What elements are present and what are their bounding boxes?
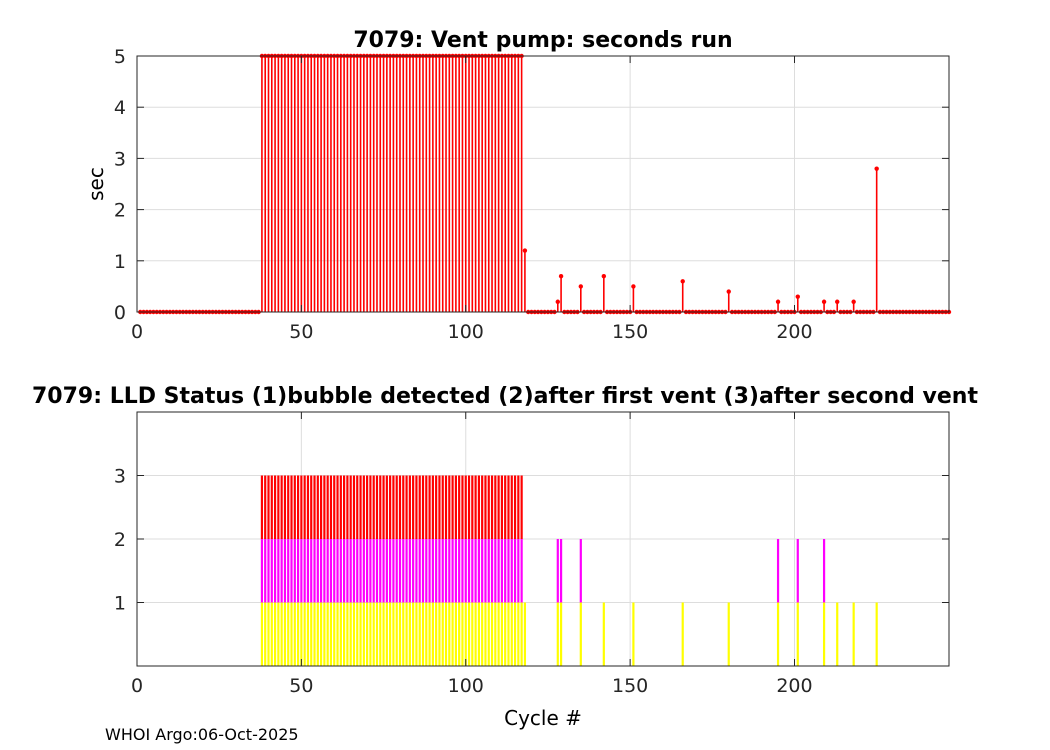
vent-pump-plot-area: [137, 56, 949, 312]
vent-pump-xtick-label: 100: [448, 321, 484, 343]
vent-pump-point: [578, 284, 584, 289]
vent-pump-point: [821, 299, 827, 304]
vent-pump-xtick-label: 50: [289, 321, 313, 343]
vent-pump-xtick-label: 150: [612, 321, 648, 343]
lld-status-xlabel: Cycle #: [504, 706, 582, 730]
vent-pump-point: [835, 299, 840, 304]
vent-pump-ytick-label: 1: [114, 251, 126, 273]
vent-pump-point: [775, 299, 781, 304]
lld-status-ytick-label: 2: [114, 529, 126, 551]
vent-pump-ytick-label: 5: [114, 46, 126, 68]
lld-status-bars: [260, 475, 878, 666]
vent-pump-point: [795, 294, 800, 299]
vent-pump-ytick-label: 4: [114, 97, 126, 119]
vent-pump-panel: 0 50 100 150 200 0 1 2 3 4 5 7079: Vent pump: seco…: [84, 28, 952, 343]
vent-pump-xtick-label: 0: [131, 321, 143, 343]
vent-pump-xtick-label: 200: [776, 321, 812, 343]
lld-status-xtick-label: 100: [448, 675, 484, 697]
vent-pump-ytick-label: 0: [114, 302, 126, 324]
footer-text: WHOI Argo:06-Oct-2025: [105, 725, 299, 744]
vent-pump-axes-box: [136, 55, 950, 313]
vent-pump-point: [874, 166, 879, 171]
vent-pump-point: [522, 248, 528, 253]
vent-pump-ytick-label: 3: [114, 148, 126, 170]
lld-status-title: 7079: LLD Status (1)bubble detected (2)a…: [32, 384, 978, 409]
lld-status-ytick-label: 3: [114, 466, 126, 488]
vent-pump-point: [726, 289, 731, 294]
lld-status-xtick-label: 150: [612, 675, 648, 697]
lld-status-panel: 0 50 100 150 200 1 2 3 7079: LLD Status (1)bubb…: [32, 384, 978, 730]
vent-pump-ylabel: sec: [84, 167, 108, 201]
vent-pump-title: 7079: Vent pump: seconds run: [353, 28, 732, 53]
vent-pump-point: [680, 279, 685, 284]
lld-status-xtick-label: 200: [776, 675, 812, 697]
vent-pump-point: [851, 299, 856, 304]
lld-status-xtick-label: 50: [289, 675, 313, 697]
lld-status-xtick-label: 0: [131, 675, 143, 697]
vent-pump-point: [555, 299, 560, 304]
vent-pump-stems: [138, 53, 952, 315]
vent-pump-point: [631, 284, 636, 289]
lld-status-ytick-label: 1: [114, 593, 126, 615]
vent-pump-point: [558, 273, 564, 279]
vent-pump-ytick-label: 2: [114, 200, 126, 222]
vent-pump-point: [601, 273, 607, 279]
lld-status-ticks: 0 50 100 150 200 1 2 3: [114, 412, 949, 697]
vent-pump-ticks: 0 50 100 150 200 0 1 2 3 4 5: [114, 46, 949, 343]
